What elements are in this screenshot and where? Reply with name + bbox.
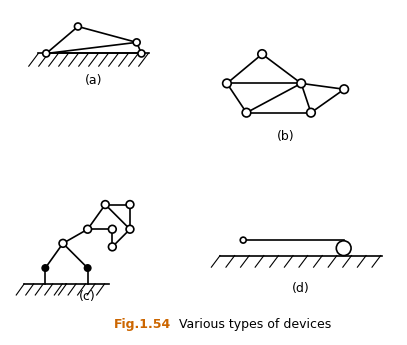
Circle shape bbox=[59, 239, 67, 247]
Text: (a): (a) bbox=[85, 74, 103, 87]
Circle shape bbox=[340, 85, 348, 93]
Circle shape bbox=[242, 108, 251, 117]
Circle shape bbox=[108, 243, 116, 251]
Circle shape bbox=[240, 237, 246, 243]
Circle shape bbox=[84, 265, 91, 271]
Circle shape bbox=[108, 225, 116, 233]
Circle shape bbox=[336, 241, 351, 256]
Circle shape bbox=[42, 265, 48, 271]
Circle shape bbox=[126, 201, 134, 208]
Text: Various types of devices: Various types of devices bbox=[171, 318, 331, 331]
Circle shape bbox=[258, 50, 267, 58]
Text: (d): (d) bbox=[292, 282, 310, 295]
Circle shape bbox=[138, 50, 145, 57]
Circle shape bbox=[133, 39, 140, 46]
Circle shape bbox=[101, 201, 109, 208]
Circle shape bbox=[223, 79, 231, 88]
Text: (c): (c) bbox=[79, 290, 96, 303]
Circle shape bbox=[43, 50, 50, 57]
Circle shape bbox=[297, 79, 306, 88]
Circle shape bbox=[126, 225, 134, 233]
Circle shape bbox=[306, 108, 315, 117]
Text: Fig.1.54: Fig.1.54 bbox=[114, 318, 171, 331]
Text: (b): (b) bbox=[277, 130, 294, 142]
Circle shape bbox=[74, 23, 81, 30]
Circle shape bbox=[84, 225, 92, 233]
